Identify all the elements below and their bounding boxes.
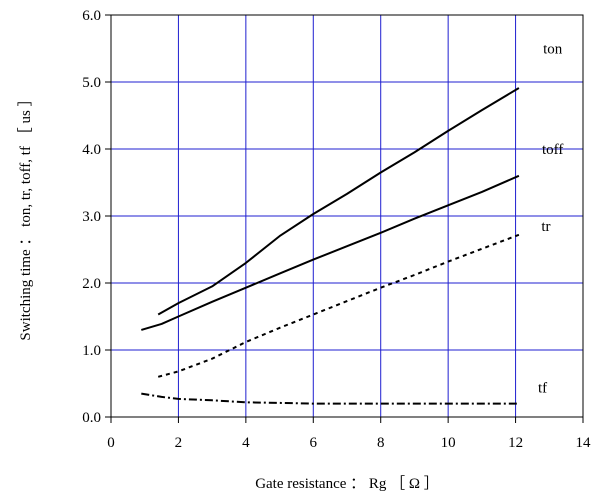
series-label-ton: ton	[543, 42, 563, 58]
series-lines	[141, 87, 520, 405]
x-tick-label: 8	[377, 435, 385, 451]
grid-lines	[111, 15, 583, 417]
series-labels: ton toff tr tf	[538, 42, 563, 397]
y-tick-label: 5.0	[82, 75, 101, 91]
x-axis-title: Gate resistance ： Rg ［ Ω ］	[255, 475, 439, 492]
series-line-ton	[157, 87, 520, 316]
x-tick-labels: 0 2 4 6 8 10 12 14	[107, 435, 591, 451]
x-tick-label: 2	[175, 435, 183, 451]
y-tick-label: 6.0	[82, 8, 101, 24]
axis-ticks	[105, 14, 584, 423]
series-line-tr	[157, 233, 520, 378]
y-tick-label: 3.0	[82, 209, 101, 225]
x-tick-label: 12	[508, 435, 523, 451]
series-line-tf	[141, 392, 519, 405]
y-tick-label: 2.0	[82, 276, 101, 292]
series-line-toff	[141, 174, 520, 331]
series-label-tr: tr	[541, 219, 550, 235]
x-tick-label: 4	[242, 435, 250, 451]
y-tick-label: 4.0	[82, 142, 101, 158]
y-tick-label: 1.0	[82, 343, 101, 359]
y-axis-title: Switching time ： ton, tr, toff, tf ［ us …	[17, 91, 34, 340]
y-tick-labels: 0.0 1.0 2.0 3.0 4.0 5.0 6.0	[82, 8, 101, 426]
series-label-tf: tf	[538, 381, 547, 397]
series-label-toff: toff	[542, 142, 563, 158]
x-tick-label: 14	[576, 435, 592, 451]
x-tick-label: 10	[441, 435, 456, 451]
x-tick-label: 6	[310, 435, 318, 451]
x-tick-label: 0	[107, 435, 115, 451]
y-tick-label: 0.0	[82, 410, 101, 426]
